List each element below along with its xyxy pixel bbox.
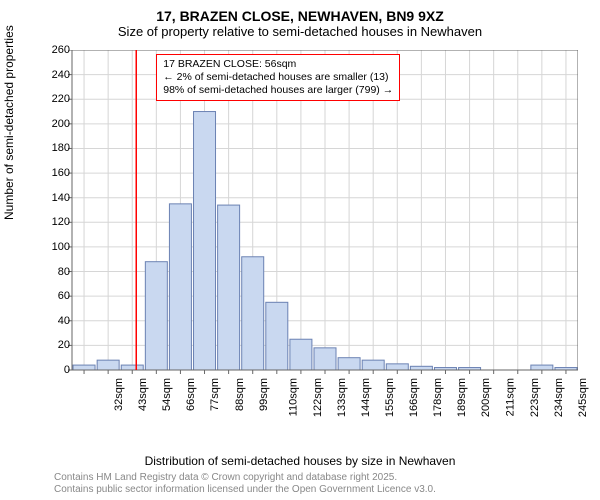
y-tick: 140	[40, 192, 70, 204]
chart-title: 17, BRAZEN CLOSE, NEWHAVEN, BN9 9XZ	[0, 0, 600, 24]
x-tick: 110sqm	[287, 378, 299, 416]
x-tick: 32sqm	[113, 378, 125, 411]
plot-area	[54, 50, 578, 420]
x-tick: 189sqm	[457, 378, 469, 417]
y-tick: 240	[40, 69, 70, 81]
y-tick: 40	[40, 315, 70, 327]
chart-subtitle: Size of property relative to semi-detach…	[0, 24, 600, 39]
y-tick: 120	[40, 216, 70, 228]
y-tick: 60	[40, 290, 70, 302]
x-axis-label: Distribution of semi-detached houses by …	[0, 454, 600, 468]
y-tick: 80	[40, 266, 70, 278]
x-tick: 77sqm	[209, 378, 221, 411]
x-tick: 178sqm	[432, 378, 444, 417]
annotation-line2: ← 2% of semi-detached houses are smaller…	[163, 71, 393, 84]
y-tick: 20	[40, 339, 70, 351]
y-tick: 180	[40, 142, 70, 154]
x-tick: 200sqm	[481, 378, 493, 417]
x-tick: 234sqm	[553, 378, 565, 417]
annotation-line1: 17 BRAZEN CLOSE: 56sqm	[163, 58, 393, 71]
x-tick: 88sqm	[234, 378, 246, 411]
x-tick: 155sqm	[384, 378, 396, 417]
x-tick: 223sqm	[529, 378, 541, 417]
x-tick: 133sqm	[336, 378, 348, 417]
chart-svg	[54, 50, 578, 420]
x-tick: 211sqm	[504, 378, 516, 416]
y-tick: 200	[40, 118, 70, 130]
y-axis-label: Number of semi-detached properties	[2, 25, 16, 220]
y-tick: 160	[40, 167, 70, 179]
x-tick: 66sqm	[185, 378, 197, 411]
x-tick: 99sqm	[258, 378, 270, 411]
x-tick: 43sqm	[137, 378, 149, 411]
footer: Contains HM Land Registry data © Crown c…	[54, 472, 436, 496]
annotation-line3: 98% of semi-detached houses are larger (…	[163, 84, 393, 97]
y-tick: 220	[40, 93, 70, 105]
footer-line1: Contains HM Land Registry data © Crown c…	[54, 472, 436, 484]
annotation-box: 17 BRAZEN CLOSE: 56sqm ← 2% of semi-deta…	[156, 54, 400, 101]
x-tick: 245sqm	[577, 378, 589, 417]
y-tick: 0	[40, 364, 70, 376]
x-tick: 54sqm	[161, 378, 173, 411]
y-tick: 260	[40, 44, 70, 56]
footer-line2: Contains public sector information licen…	[54, 484, 436, 496]
x-tick: 144sqm	[360, 378, 372, 417]
y-tick: 100	[40, 241, 70, 253]
x-tick: 166sqm	[408, 378, 420, 417]
x-tick: 122sqm	[312, 378, 324, 417]
chart-container: 17, BRAZEN CLOSE, NEWHAVEN, BN9 9XZ Size…	[0, 0, 600, 500]
